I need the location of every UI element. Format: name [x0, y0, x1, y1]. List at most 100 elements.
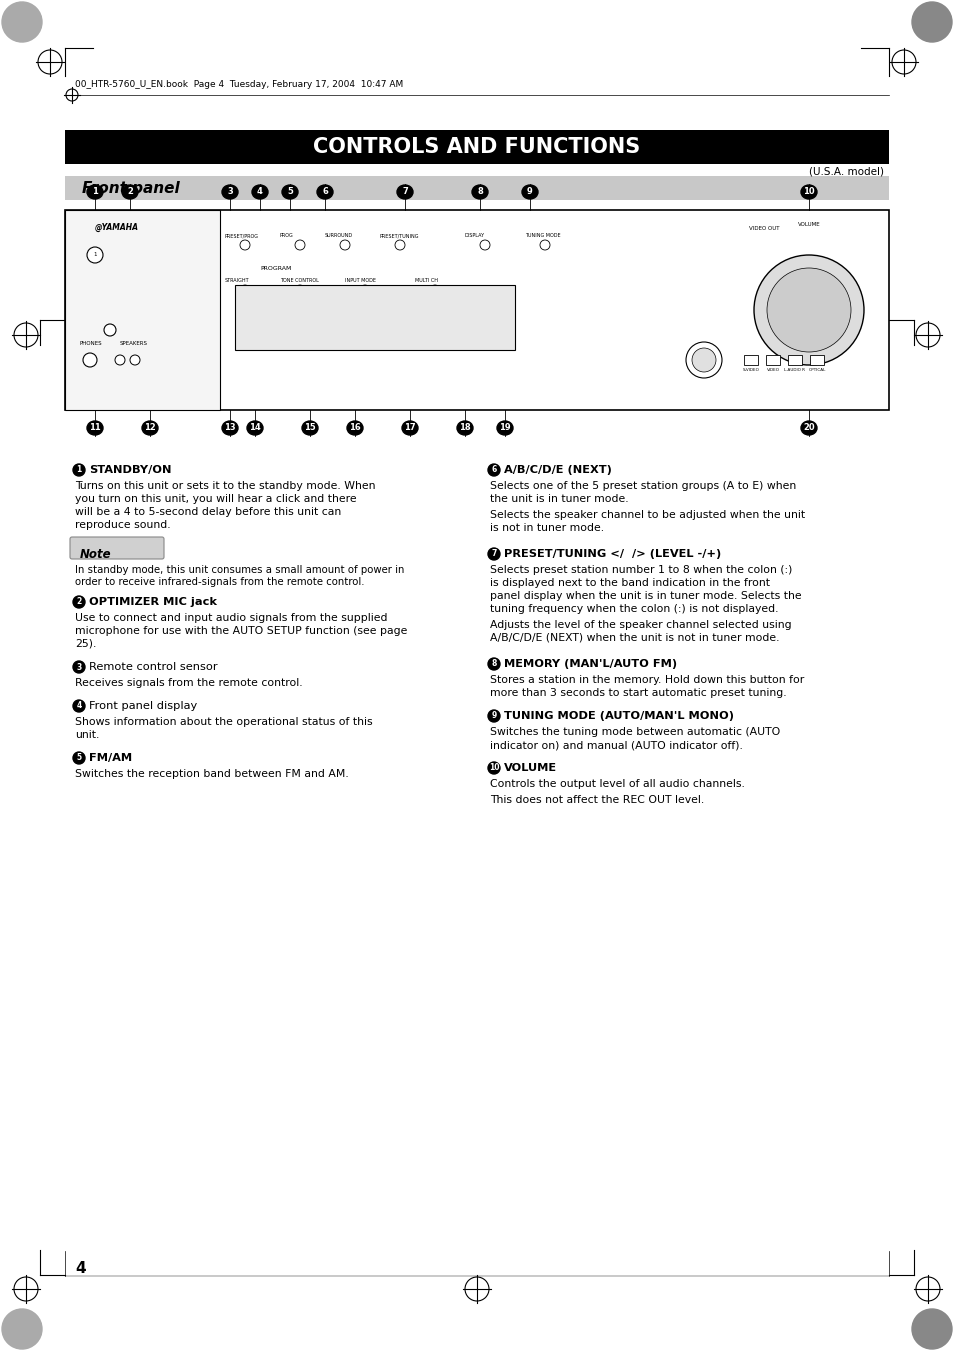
- Text: OPTICAL: OPTICAL: [807, 367, 825, 372]
- Text: INPUT MODE: INPUT MODE: [345, 278, 375, 282]
- Circle shape: [766, 267, 850, 353]
- Circle shape: [115, 355, 125, 365]
- Ellipse shape: [122, 185, 138, 199]
- Circle shape: [73, 753, 85, 765]
- Ellipse shape: [87, 422, 103, 435]
- Text: Note: Note: [80, 549, 112, 561]
- Text: PRESET/TUNING: PRESET/TUNING: [379, 232, 419, 238]
- Circle shape: [685, 342, 721, 378]
- Ellipse shape: [347, 422, 363, 435]
- Text: 8: 8: [476, 188, 482, 196]
- Text: PROG: PROG: [280, 232, 294, 238]
- Text: STANDBY/ON: STANDBY/ON: [89, 465, 172, 476]
- Text: 14: 14: [249, 423, 260, 432]
- Ellipse shape: [401, 422, 417, 435]
- Text: 1: 1: [92, 188, 98, 196]
- Circle shape: [83, 353, 97, 367]
- Text: 17: 17: [404, 423, 416, 432]
- Text: 1: 1: [93, 253, 96, 258]
- Text: 11: 11: [89, 423, 101, 432]
- Text: MEMORY (MAN'L/AUTO FM): MEMORY (MAN'L/AUTO FM): [503, 659, 677, 669]
- Text: 10: 10: [488, 763, 498, 773]
- Ellipse shape: [801, 422, 816, 435]
- Text: tuning frequency when the colon (:) is not displayed.: tuning frequency when the colon (:) is n…: [490, 604, 778, 613]
- Bar: [787, 355, 801, 365]
- Ellipse shape: [282, 185, 297, 199]
- Text: Shows information about the operational status of this: Shows information about the operational …: [75, 717, 373, 727]
- Circle shape: [430, 285, 439, 295]
- Text: is displayed next to the band indication in the front: is displayed next to the band indication…: [490, 578, 769, 588]
- Text: SPEAKERS: SPEAKERS: [120, 340, 148, 346]
- Text: panel display when the unit is in tuner mode. Selects the: panel display when the unit is in tuner …: [490, 590, 801, 601]
- Text: 9: 9: [527, 188, 533, 196]
- Text: 7: 7: [491, 550, 497, 558]
- Text: SURROUND: SURROUND: [325, 232, 353, 238]
- Ellipse shape: [222, 185, 237, 199]
- Text: VIDEO OUT: VIDEO OUT: [748, 226, 779, 231]
- Text: Front panel display: Front panel display: [89, 701, 197, 711]
- Text: TUNING MODE (AUTO/MAN'L MONO): TUNING MODE (AUTO/MAN'L MONO): [503, 711, 733, 721]
- Text: L-AUDIO R: L-AUDIO R: [783, 367, 804, 372]
- Ellipse shape: [497, 422, 513, 435]
- Text: A/B/C/D/E (NEXT) when the unit is not in tuner mode.: A/B/C/D/E (NEXT) when the unit is not in…: [490, 634, 779, 643]
- Text: order to receive infrared-signals from the remote control.: order to receive infrared-signals from t…: [75, 577, 364, 586]
- Text: 4: 4: [76, 701, 82, 711]
- Text: VOLUME: VOLUME: [797, 222, 820, 227]
- Circle shape: [488, 549, 499, 561]
- Text: Switches the reception band between FM and AM.: Switches the reception band between FM a…: [75, 769, 349, 780]
- Ellipse shape: [302, 422, 317, 435]
- Text: 7: 7: [402, 188, 408, 196]
- Text: Receives signals from the remote control.: Receives signals from the remote control…: [75, 678, 302, 688]
- Text: 2: 2: [127, 188, 132, 196]
- Text: FM/AM: FM/AM: [89, 753, 132, 763]
- Text: more than 3 seconds to start automatic preset tuning.: more than 3 seconds to start automatic p…: [490, 688, 786, 698]
- Ellipse shape: [801, 185, 816, 199]
- Ellipse shape: [252, 185, 268, 199]
- Text: 20: 20: [802, 423, 814, 432]
- Text: you turn on this unit, you will hear a click and there: you turn on this unit, you will hear a c…: [75, 494, 356, 504]
- Circle shape: [539, 240, 550, 250]
- Ellipse shape: [472, 185, 488, 199]
- Circle shape: [2, 1, 42, 42]
- Text: 1: 1: [76, 466, 82, 474]
- Bar: [65, 209, 220, 409]
- Text: 3: 3: [76, 662, 82, 671]
- Text: 3: 3: [227, 188, 233, 196]
- Text: is not in tuner mode.: is not in tuner mode.: [490, 523, 603, 534]
- FancyBboxPatch shape: [70, 536, 164, 559]
- Text: TUNING MODE: TUNING MODE: [524, 232, 560, 238]
- Text: @YAMAHA: @YAMAHA: [95, 223, 139, 232]
- Text: (U.S.A. model): (U.S.A. model): [808, 168, 883, 177]
- Circle shape: [240, 240, 250, 250]
- Circle shape: [73, 700, 85, 712]
- Text: 19: 19: [498, 423, 510, 432]
- Text: This does not affect the REC OUT level.: This does not affect the REC OUT level.: [490, 794, 703, 805]
- Text: PHONES: PHONES: [80, 340, 103, 346]
- Circle shape: [294, 285, 305, 295]
- Circle shape: [294, 240, 305, 250]
- Circle shape: [911, 1309, 951, 1350]
- Text: 4: 4: [75, 1260, 86, 1275]
- Ellipse shape: [396, 185, 413, 199]
- Circle shape: [691, 349, 716, 372]
- Ellipse shape: [456, 422, 473, 435]
- Bar: [765, 355, 780, 365]
- Text: Selects the speaker channel to be adjusted when the unit: Selects the speaker channel to be adjust…: [490, 509, 804, 520]
- Text: will be a 4 to 5-second delay before this unit can: will be a 4 to 5-second delay before thi…: [75, 507, 341, 517]
- Text: the unit is in tuner mode.: the unit is in tuner mode.: [490, 494, 628, 504]
- Bar: [809, 355, 823, 365]
- Text: DISPLAY: DISPLAY: [464, 232, 485, 238]
- Circle shape: [753, 255, 863, 365]
- Text: STRAIGHT: STRAIGHT: [225, 278, 250, 282]
- Text: A/B/C/D/E (NEXT): A/B/C/D/E (NEXT): [503, 465, 611, 476]
- Bar: [743, 355, 758, 365]
- Text: Selects one of the 5 preset station groups (A to E) when: Selects one of the 5 preset station grou…: [490, 481, 796, 490]
- Text: VOLUME: VOLUME: [503, 763, 557, 773]
- Text: Front panel: Front panel: [82, 181, 179, 196]
- Text: 13: 13: [224, 423, 235, 432]
- Circle shape: [488, 711, 499, 721]
- Text: PRESET/PROG: PRESET/PROG: [225, 232, 258, 238]
- Text: 25).: 25).: [75, 639, 96, 648]
- Bar: [234, 285, 515, 350]
- Circle shape: [488, 658, 499, 670]
